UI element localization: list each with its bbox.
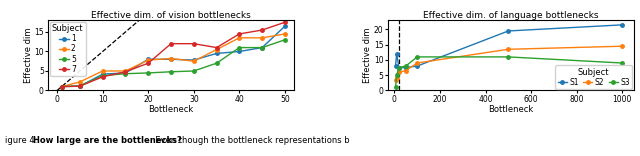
Title: Effective dim. of vision bottlenecks: Effective dim. of vision bottlenecks (91, 10, 251, 20)
5 (99, 75, 106, 77)
7 (145, 62, 152, 64)
1 (76, 85, 84, 87)
5 (190, 70, 198, 72)
1 (99, 73, 106, 75)
Y-axis label: Effective dim: Effective dim (24, 28, 33, 83)
Text: Even though the bottleneck representations b: Even though the bottleneck representatio… (150, 136, 350, 145)
1 (145, 58, 152, 60)
Text: igure 4:: igure 4: (5, 136, 40, 145)
2 (236, 37, 243, 39)
Legend: S1, S2, S3: S1, S2, S3 (556, 65, 632, 89)
S2 (402, 70, 410, 72)
Title: Effective dim. of language bottlenecks: Effective dim. of language bottlenecks (423, 10, 598, 20)
2 (212, 49, 220, 51)
2 (122, 70, 129, 72)
7 (281, 21, 289, 23)
S1 (392, 65, 399, 67)
5 (236, 47, 243, 49)
2 (76, 81, 84, 83)
1 (190, 59, 198, 61)
5 (259, 47, 266, 49)
7 (259, 29, 266, 31)
S3 (402, 65, 410, 67)
S3 (504, 56, 512, 58)
5 (58, 86, 65, 88)
Line: S2: S2 (394, 44, 624, 82)
1 (122, 72, 129, 74)
2 (190, 60, 198, 62)
S3 (413, 56, 421, 58)
7 (212, 47, 220, 49)
5 (145, 72, 152, 74)
S1 (504, 30, 512, 32)
Y-axis label: Effective dim: Effective dim (364, 28, 372, 83)
Line: 2: 2 (60, 32, 287, 88)
1 (58, 86, 65, 88)
1 (259, 47, 266, 49)
2 (259, 37, 266, 39)
S1 (402, 67, 410, 68)
1 (236, 51, 243, 52)
X-axis label: Bottleneck: Bottleneck (488, 105, 533, 114)
S2 (413, 62, 421, 64)
5 (76, 85, 84, 87)
Line: 7: 7 (60, 20, 287, 88)
S1 (393, 53, 401, 55)
7 (99, 76, 106, 78)
S2 (393, 77, 401, 79)
Line: S1: S1 (394, 23, 624, 69)
Line: S3: S3 (394, 55, 624, 89)
Text: How large are the bottlenecks?: How large are the bottlenecks? (33, 136, 182, 145)
5 (167, 71, 175, 73)
S1 (413, 65, 421, 67)
2 (281, 33, 289, 35)
7 (58, 86, 65, 88)
7 (76, 85, 84, 87)
X-axis label: Bottleneck: Bottleneck (148, 105, 194, 114)
S1 (618, 24, 626, 26)
Line: 5: 5 (60, 38, 287, 88)
5 (281, 39, 289, 41)
S3 (395, 67, 403, 68)
1 (212, 52, 220, 54)
2 (145, 59, 152, 61)
1 (281, 25, 289, 27)
Line: 1: 1 (60, 24, 287, 88)
S3 (392, 86, 399, 88)
5 (212, 62, 220, 64)
S2 (504, 48, 512, 50)
S2 (618, 45, 626, 47)
S3 (618, 62, 626, 64)
S2 (395, 71, 403, 73)
1 (167, 58, 175, 60)
5 (122, 73, 129, 75)
7 (190, 43, 198, 45)
S3 (393, 74, 401, 76)
S1 (395, 67, 403, 68)
7 (122, 71, 129, 73)
7 (236, 33, 243, 35)
S2 (392, 79, 399, 81)
2 (167, 58, 175, 59)
7 (167, 43, 175, 45)
2 (58, 86, 65, 88)
Legend: 1, 2, 5, 7: 1, 2, 5, 7 (49, 22, 86, 76)
2 (99, 70, 106, 72)
